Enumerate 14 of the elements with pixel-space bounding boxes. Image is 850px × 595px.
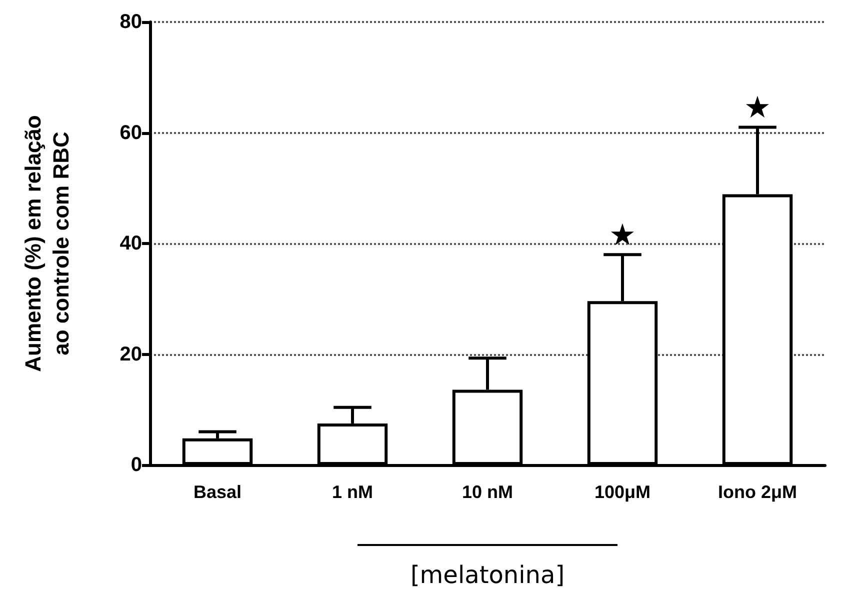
annotation: ★ <box>609 219 636 252</box>
y-tick-label: 60 <box>120 122 142 144</box>
y-tick-label: 20 <box>120 343 142 366</box>
y-tick-label: 40 <box>120 232 142 254</box>
x-tick-label: 100μM <box>594 482 651 502</box>
x-tick-label: 1 nM <box>332 482 374 502</box>
x-tick-label: 10 nM <box>462 482 514 502</box>
x-axis-title: [melatonina] <box>410 561 565 589</box>
y-tick-label: 80 <box>120 11 142 33</box>
annotation: ★ <box>744 92 771 125</box>
x-tick-label: Basal <box>193 482 242 502</box>
y-tick-label: 0 <box>130 454 142 476</box>
y-axis-title: Aumento (%) em relação ao controle com RBC <box>20 115 74 372</box>
x-tick-label: Iono 2μM <box>718 482 798 502</box>
